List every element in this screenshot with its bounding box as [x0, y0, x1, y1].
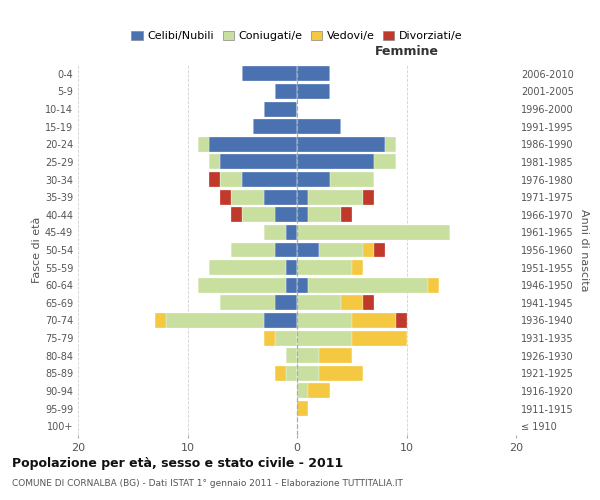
- Bar: [209, 172, 220, 187]
- Bar: [341, 208, 352, 222]
- Bar: [220, 154, 297, 170]
- Bar: [297, 84, 330, 99]
- Bar: [242, 66, 297, 82]
- Bar: [297, 242, 319, 258]
- Bar: [220, 190, 232, 204]
- Bar: [297, 260, 352, 275]
- Bar: [297, 313, 352, 328]
- Text: Femmine: Femmine: [374, 44, 439, 58]
- Bar: [297, 384, 308, 398]
- Bar: [362, 190, 374, 204]
- Bar: [275, 84, 297, 99]
- Bar: [395, 313, 407, 328]
- Text: COMUNE DI CORNALBA (BG) - Dati ISTAT 1° gennaio 2011 - Elaborazione TUTTITALIA.I: COMUNE DI CORNALBA (BG) - Dati ISTAT 1° …: [12, 479, 403, 488]
- Bar: [297, 137, 385, 152]
- Bar: [253, 119, 297, 134]
- Bar: [232, 208, 242, 222]
- Bar: [275, 296, 297, 310]
- Bar: [297, 119, 341, 134]
- Bar: [319, 366, 362, 381]
- Bar: [264, 313, 297, 328]
- Bar: [264, 225, 286, 240]
- Bar: [374, 242, 385, 258]
- Bar: [319, 348, 352, 363]
- Bar: [297, 330, 352, 345]
- Bar: [155, 313, 166, 328]
- Bar: [297, 190, 308, 204]
- Y-axis label: Anni di nascita: Anni di nascita: [579, 209, 589, 291]
- Bar: [308, 190, 362, 204]
- Bar: [232, 242, 275, 258]
- Bar: [220, 172, 242, 187]
- Bar: [297, 225, 450, 240]
- Y-axis label: Fasce di età: Fasce di età: [32, 217, 42, 283]
- Bar: [275, 366, 286, 381]
- Bar: [209, 154, 220, 170]
- Bar: [297, 348, 319, 363]
- Bar: [286, 278, 297, 292]
- Bar: [385, 137, 395, 152]
- Bar: [362, 296, 374, 310]
- Bar: [297, 208, 308, 222]
- Bar: [308, 278, 428, 292]
- Bar: [220, 296, 275, 310]
- Bar: [297, 66, 330, 82]
- Bar: [264, 330, 275, 345]
- Bar: [319, 242, 362, 258]
- Bar: [297, 296, 341, 310]
- Bar: [286, 366, 297, 381]
- Bar: [199, 137, 209, 152]
- Legend: Celibi/Nubili, Coniugati/e, Vedovi/e, Divorziati/e: Celibi/Nubili, Coniugati/e, Vedovi/e, Di…: [127, 26, 467, 46]
- Bar: [242, 208, 275, 222]
- Bar: [264, 102, 297, 116]
- Bar: [286, 260, 297, 275]
- Bar: [275, 330, 297, 345]
- Bar: [232, 190, 264, 204]
- Bar: [209, 137, 297, 152]
- Bar: [308, 384, 330, 398]
- Bar: [209, 260, 286, 275]
- Bar: [374, 154, 395, 170]
- Text: Popolazione per età, sesso e stato civile - 2011: Popolazione per età, sesso e stato civil…: [12, 458, 343, 470]
- Bar: [297, 172, 330, 187]
- Bar: [297, 154, 374, 170]
- Bar: [330, 172, 374, 187]
- Bar: [297, 278, 308, 292]
- Bar: [352, 260, 362, 275]
- Bar: [275, 242, 297, 258]
- Bar: [428, 278, 439, 292]
- Bar: [297, 366, 319, 381]
- Bar: [166, 313, 264, 328]
- Bar: [308, 208, 341, 222]
- Bar: [352, 330, 407, 345]
- Bar: [352, 313, 395, 328]
- Bar: [264, 190, 297, 204]
- Bar: [341, 296, 362, 310]
- Bar: [286, 348, 297, 363]
- Bar: [362, 242, 374, 258]
- Bar: [297, 401, 308, 416]
- Bar: [242, 172, 297, 187]
- Bar: [199, 278, 286, 292]
- Bar: [275, 208, 297, 222]
- Bar: [286, 225, 297, 240]
